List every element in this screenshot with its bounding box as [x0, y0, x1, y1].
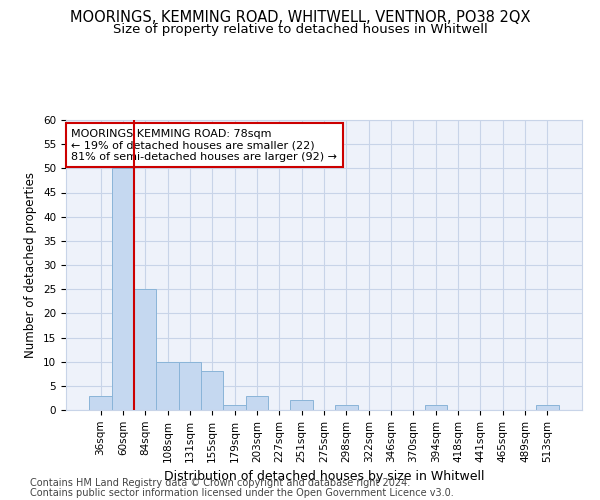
Bar [536, 405, 559, 410]
Bar [201, 372, 223, 410]
Y-axis label: Number of detached properties: Number of detached properties [25, 172, 37, 358]
Bar [112, 168, 134, 410]
Text: MOORINGS KEMMING ROAD: 78sqm
← 19% of detached houses are smaller (22)
81% of se: MOORINGS KEMMING ROAD: 78sqm ← 19% of de… [71, 128, 337, 162]
Bar [179, 362, 201, 410]
Bar [223, 405, 246, 410]
Bar [157, 362, 179, 410]
X-axis label: Distribution of detached houses by size in Whitwell: Distribution of detached houses by size … [164, 470, 484, 483]
Bar [134, 289, 157, 410]
Bar [335, 405, 358, 410]
Text: MOORINGS, KEMMING ROAD, WHITWELL, VENTNOR, PO38 2QX: MOORINGS, KEMMING ROAD, WHITWELL, VENTNO… [70, 10, 530, 25]
Bar [246, 396, 268, 410]
Text: Contains HM Land Registry data © Crown copyright and database right 2024.: Contains HM Land Registry data © Crown c… [30, 478, 410, 488]
Bar [89, 396, 112, 410]
Text: Size of property relative to detached houses in Whitwell: Size of property relative to detached ho… [113, 22, 487, 36]
Bar [425, 405, 447, 410]
Bar [290, 400, 313, 410]
Text: Contains public sector information licensed under the Open Government Licence v3: Contains public sector information licen… [30, 488, 454, 498]
